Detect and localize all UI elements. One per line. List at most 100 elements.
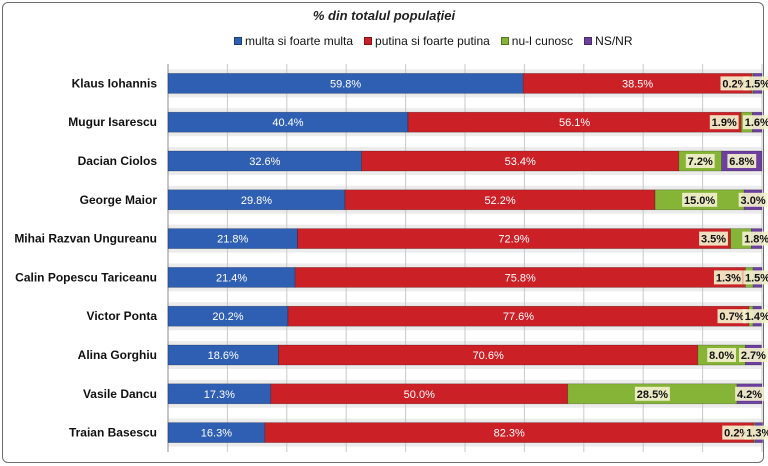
data-label-group: 4.2%	[735, 386, 764, 401]
data-label-box	[634, 386, 670, 401]
legend-swatch	[234, 37, 242, 45]
data-label: 21.8%	[217, 234, 248, 246]
data-label: 1.5%	[745, 78, 768, 90]
legend-item: nu-l cunosc	[500, 34, 574, 48]
category-label: Mugur Isarescu	[68, 115, 157, 129]
data-label: 77.6%	[503, 311, 534, 323]
data-label-group: 0.7%	[717, 309, 747, 324]
data-label-group: 56.1%	[559, 117, 590, 129]
data-label-group: 1.3%	[744, 425, 768, 440]
data-label-group: 29.8%	[241, 195, 272, 207]
data-label-group: 1.9%	[709, 115, 739, 130]
data-label-group: 32.6%	[249, 156, 280, 168]
data-label-group: 7.2%	[685, 154, 715, 168]
data-label: 0.7%	[719, 311, 744, 323]
data-label-group: 16.3%	[201, 428, 232, 440]
data-label: 15.0%	[684, 195, 715, 207]
legend-swatch	[364, 37, 373, 45]
data-label-box	[744, 425, 768, 440]
data-label-group: 20.2%	[212, 311, 243, 323]
legend-label: putina si foarte putina	[375, 34, 490, 48]
data-label-group: 1.8%	[742, 231, 768, 246]
data-label-group: 72.9%	[498, 234, 529, 246]
category-label: Victor Ponta	[87, 309, 158, 323]
data-label-group: 52.2%	[484, 195, 515, 207]
legend-item: multa si foarte multa	[234, 34, 353, 48]
data-label: 16.3%	[201, 428, 232, 440]
data-label: 1.9%	[712, 117, 737, 129]
data-label: 3.0%	[741, 195, 766, 207]
data-label-box	[742, 309, 768, 324]
data-label-group: 6.8%	[727, 154, 757, 168]
data-label: 0.2%	[724, 428, 749, 440]
data-label-box	[720, 76, 750, 91]
data-label: 4.2%	[737, 389, 762, 401]
data-label: 72.9%	[498, 234, 529, 246]
category-label: Klaus Iohannis	[72, 76, 158, 90]
data-label: 29.8%	[241, 195, 272, 207]
data-label-group: 1.5%	[743, 76, 768, 91]
data-label: 1.6%	[745, 117, 768, 129]
legend: multa si foarte multa putina si foarte pu…	[234, 34, 644, 48]
data-label-group: 75.8%	[505, 272, 536, 284]
data-label-box	[682, 192, 718, 207]
data-label: 32.6%	[249, 156, 280, 168]
data-label: 38.5%	[622, 78, 653, 90]
data-label-group: 21.8%	[217, 234, 248, 246]
legend-swatch	[500, 37, 509, 45]
data-label: 21.4%	[216, 272, 247, 284]
data-label-group: 8.0%	[707, 348, 737, 362]
data-label-group: 38.5%	[622, 78, 653, 90]
data-label: 53.4%	[505, 156, 536, 168]
data-label-group: 53.4%	[505, 156, 536, 168]
data-label-group: 40.4%	[272, 117, 303, 129]
data-label-box	[717, 309, 747, 324]
legend-label: nu-l cunosc	[511, 34, 574, 48]
data-label: 82.3%	[494, 428, 525, 440]
data-label: 8.0%	[709, 350, 734, 362]
legend-label: NS/NR	[595, 34, 633, 48]
category-label: Traian Basescu	[69, 426, 157, 440]
data-label: 17.3%	[204, 389, 235, 401]
data-label-box	[735, 386, 764, 401]
data-label-group: 17.3%	[204, 389, 235, 401]
data-label-group: 28.5%	[634, 386, 670, 401]
data-label-box	[743, 76, 768, 91]
data-label-box	[738, 192, 768, 207]
data-label-group: 3.5%	[699, 231, 728, 246]
data-label-box	[727, 154, 757, 168]
data-label-box	[709, 115, 739, 130]
data-label-group: 21.4%	[216, 272, 247, 284]
data-label-group: 77.6%	[503, 311, 534, 323]
data-label-group: 82.3%	[494, 428, 525, 440]
data-label-group: 1.3%	[713, 270, 743, 285]
data-label: 7.2%	[688, 156, 713, 168]
data-label: 3.5%	[701, 234, 726, 246]
legend-item: NS/NR	[584, 34, 633, 48]
data-label-group: 15.0%	[682, 192, 718, 207]
data-label-group: 1.6%	[742, 115, 768, 130]
data-label-box	[713, 270, 743, 285]
data-label-box	[707, 348, 737, 362]
data-label-box	[742, 231, 768, 246]
chart-title: % din totalul populației	[312, 8, 456, 23]
data-label-group: 1.4%	[742, 309, 768, 324]
data-label-box	[742, 115, 768, 130]
data-label: 50.0%	[404, 389, 435, 401]
legend-swatch	[584, 37, 593, 45]
data-label: 0.2%	[722, 78, 747, 90]
category-label: George Maior	[80, 193, 158, 207]
category-label: Dacian Ciolos	[78, 154, 158, 168]
data-label: 1.4%	[745, 311, 768, 323]
data-label: 56.1%	[559, 117, 590, 129]
data-label: 59.8%	[330, 78, 361, 90]
data-label-group: 3.0%	[738, 192, 768, 207]
category-label: Mihai Razvan Ungureanu	[14, 232, 157, 246]
data-label-group: 1.5%	[743, 270, 768, 285]
data-label: 20.2%	[212, 311, 243, 323]
legend-item: putina si foarte putina	[364, 34, 490, 48]
data-label: 70.6%	[473, 350, 504, 362]
data-label-group: 0.2%	[720, 76, 750, 91]
category-label: Calin Popescu Tariceanu	[15, 270, 157, 284]
